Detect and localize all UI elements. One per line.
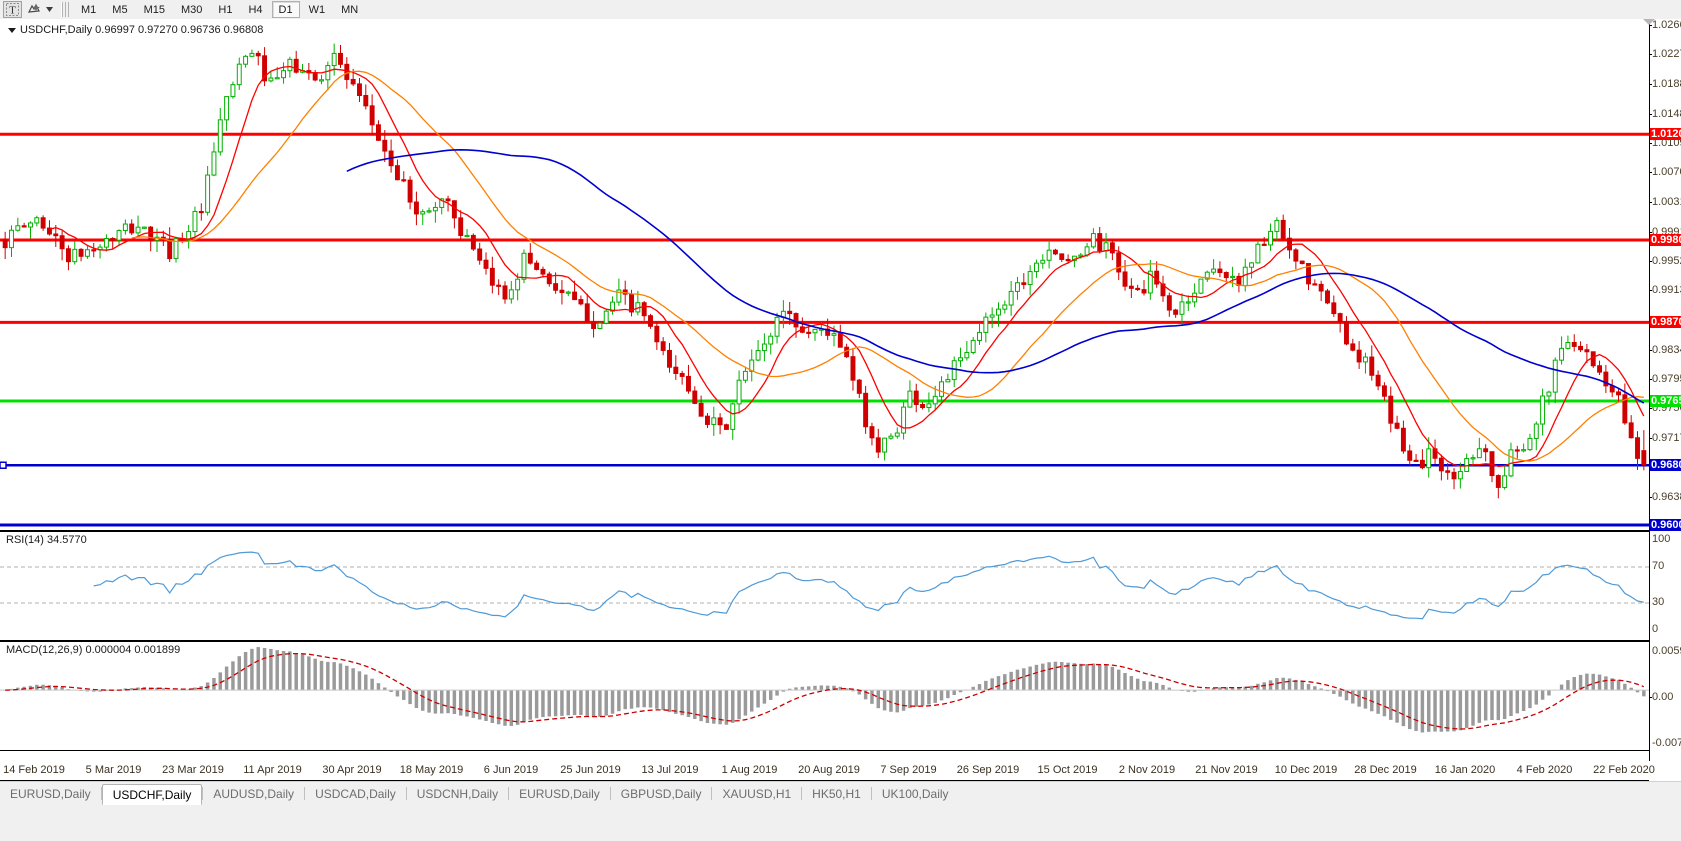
date-tick: 1 Aug 2019	[721, 764, 778, 776]
tab-separator	[609, 787, 611, 800]
price-level-tag[interactable]: 0.96008	[1650, 519, 1681, 531]
macd-tick: -0.00773	[1652, 737, 1681, 749]
chart-tab[interactable]: USDCAD,Daily	[315, 786, 396, 801]
collapse-triangle-icon[interactable]	[8, 27, 16, 33]
date-tick: 15 Oct 2019	[1037, 764, 1098, 776]
chart-tab[interactable]: AUDUSD,Daily	[213, 786, 295, 801]
chart-area[interactable]: 1.026601.022701.018801.014801.010901.007…	[0, 19, 1681, 761]
chart-tab[interactable]: XAUUSD,H1	[722, 786, 792, 801]
date-tick: 4 Feb 2020	[1516, 764, 1573, 776]
date-tick: 28 Dec 2019	[1354, 764, 1417, 776]
rsi-tick: 100	[1652, 533, 1671, 545]
price-chart-canvas	[0, 43, 1649, 527]
tab-separator	[508, 787, 510, 800]
macd-header-label[interactable]: MACD(12,26,9) 0.000004 0.001899	[6, 644, 181, 656]
chart-tab[interactable]: UK100,Daily	[881, 786, 949, 801]
timeframe-d1[interactable]: D1	[271, 1, 300, 18]
chart-symbol-header[interactable]: USDCHF,Daily 0.96997 0.97270 0.96736 0.9…	[8, 24, 263, 36]
price-level-tag[interactable]: 0.98703	[1650, 316, 1681, 329]
date-tick: 11 Apr 2019	[243, 764, 302, 776]
date-tick: 25 Jun 2019	[560, 764, 621, 776]
price-tick: 1.00310	[1649, 196, 1681, 208]
price-level-tag[interactable]: 1.01207	[1650, 128, 1681, 141]
chart-tab-active[interactable]: USDCHF,Daily	[101, 784, 203, 805]
price-tick: 1.01880	[1649, 78, 1681, 90]
date-tick: 7 Sep 2019	[880, 764, 937, 776]
macd-chart-canvas	[0, 647, 1649, 733]
date-tick: 2 Nov 2019	[1118, 764, 1176, 776]
date-tick: 22 Feb 2020	[1593, 764, 1655, 776]
indicators-icon[interactable]	[25, 1, 44, 18]
timeframe-m15[interactable]: M15	[143, 3, 165, 16]
svg-text:T: T	[9, 5, 16, 17]
macd-tick: 0.00	[1648, 691, 1674, 703]
date-tick: 18 May 2019	[399, 764, 464, 776]
date-tick: 13 Jul 2019	[641, 764, 699, 776]
price-level-tag[interactable]: 0.99800	[1650, 233, 1681, 246]
price-level-tag[interactable]: 0.96803	[1650, 459, 1681, 472]
main-toolbar: T M1 M5 M15 M30 H1 H4 D1 W1 MN	[0, 0, 1681, 20]
price-tick: 1.01480	[1649, 108, 1681, 120]
timeframe-m1[interactable]: M1	[81, 3, 97, 16]
tab-separator	[711, 787, 713, 800]
price-tick: 0.99520	[1649, 255, 1681, 267]
date-tick: 10 Dec 2019	[1274, 764, 1338, 776]
price-tick: 1.02270	[1649, 48, 1681, 60]
chart-tab[interactable]: USDCNH,Daily	[416, 786, 499, 801]
price-pane[interactable]	[0, 19, 1649, 531]
timeframe-w1[interactable]: W1	[308, 3, 326, 16]
rsi-pane[interactable]	[0, 531, 1649, 641]
rsi-chart-canvas	[0, 551, 1649, 620]
tab-separator	[202, 787, 204, 800]
rsi-tick: 0	[1652, 623, 1659, 635]
tab-separator	[870, 787, 872, 800]
price-tick: 0.97170	[1649, 432, 1681, 444]
date-tick: 5 Mar 2019	[85, 764, 142, 776]
tab-separator	[304, 787, 306, 800]
date-tick: 30 Apr 2019	[322, 764, 382, 776]
date-tick: 23 Mar 2019	[162, 764, 224, 776]
tab-separator	[405, 787, 407, 800]
price-tick: 0.97950	[1649, 373, 1681, 385]
rsi-tick: 30	[1652, 596, 1665, 608]
scroll-indicator-icon	[1643, 19, 1655, 25]
timeframe-m5[interactable]: M5	[112, 3, 128, 16]
date-tick: 20 Aug 2019	[798, 764, 860, 776]
price-tick: 0.98340	[1649, 344, 1681, 356]
chart-tab[interactable]: EURUSD,Daily	[519, 786, 600, 801]
price-tick: 0.99130	[1649, 284, 1681, 296]
date-tick: 16 Jan 2020	[1434, 764, 1496, 776]
chart-symbol-ohlc: USDCHF,Daily 0.96997 0.97270 0.96736 0.9…	[20, 24, 264, 36]
date-tick: 21 Nov 2019	[1195, 764, 1258, 776]
text-tool-icon[interactable]: T	[3, 1, 22, 18]
timeframe-mn[interactable]: MN	[341, 3, 359, 16]
timeframe-h1[interactable]: H1	[218, 3, 233, 16]
date-axis[interactable]: 14 Feb 2019 5 Mar 2019 23 Mar 2019 11 Apr 2…	[0, 761, 1655, 781]
chart-tab-bar[interactable]: EURUSD,Daily USDCHF,Daily AUDUSD,Daily USDC…	[0, 781, 1681, 841]
price-level-tag[interactable]: 0.97658	[1650, 394, 1681, 407]
chart-tab[interactable]: GBPUSD,Daily	[620, 786, 702, 801]
macd-pane[interactable]	[0, 641, 1649, 751]
date-tick: 14 Feb 2019	[3, 764, 65, 776]
chevron-down-icon[interactable]	[44, 1, 55, 18]
rsi-tick: 70	[1652, 560, 1665, 572]
tab-separator	[100, 787, 102, 800]
price-tick: 0.96380	[1649, 491, 1681, 503]
timeframe-m30[interactable]: M30	[180, 3, 203, 16]
price-scale[interactable]: 1.026601.022701.018801.014801.010901.007…	[1648, 19, 1681, 761]
toolbar-grip[interactable]	[61, 2, 69, 17]
rsi-header-label[interactable]: RSI(14) 34.5770	[6, 534, 87, 546]
price-tick: 1.02660	[1649, 19, 1681, 31]
chart-tab[interactable]: HK50,H1	[812, 786, 861, 801]
macd-tick: 0.005986	[1652, 645, 1681, 657]
date-tick: 26 Sep 2019	[956, 764, 1020, 776]
date-tick: 6 Jun 2019	[483, 764, 539, 776]
tab-separator	[801, 787, 803, 800]
timeframe-h4[interactable]: H4	[248, 3, 263, 16]
chart-tab[interactable]: EURUSD,Daily	[10, 786, 91, 801]
price-tick: 1.00700	[1649, 166, 1681, 178]
